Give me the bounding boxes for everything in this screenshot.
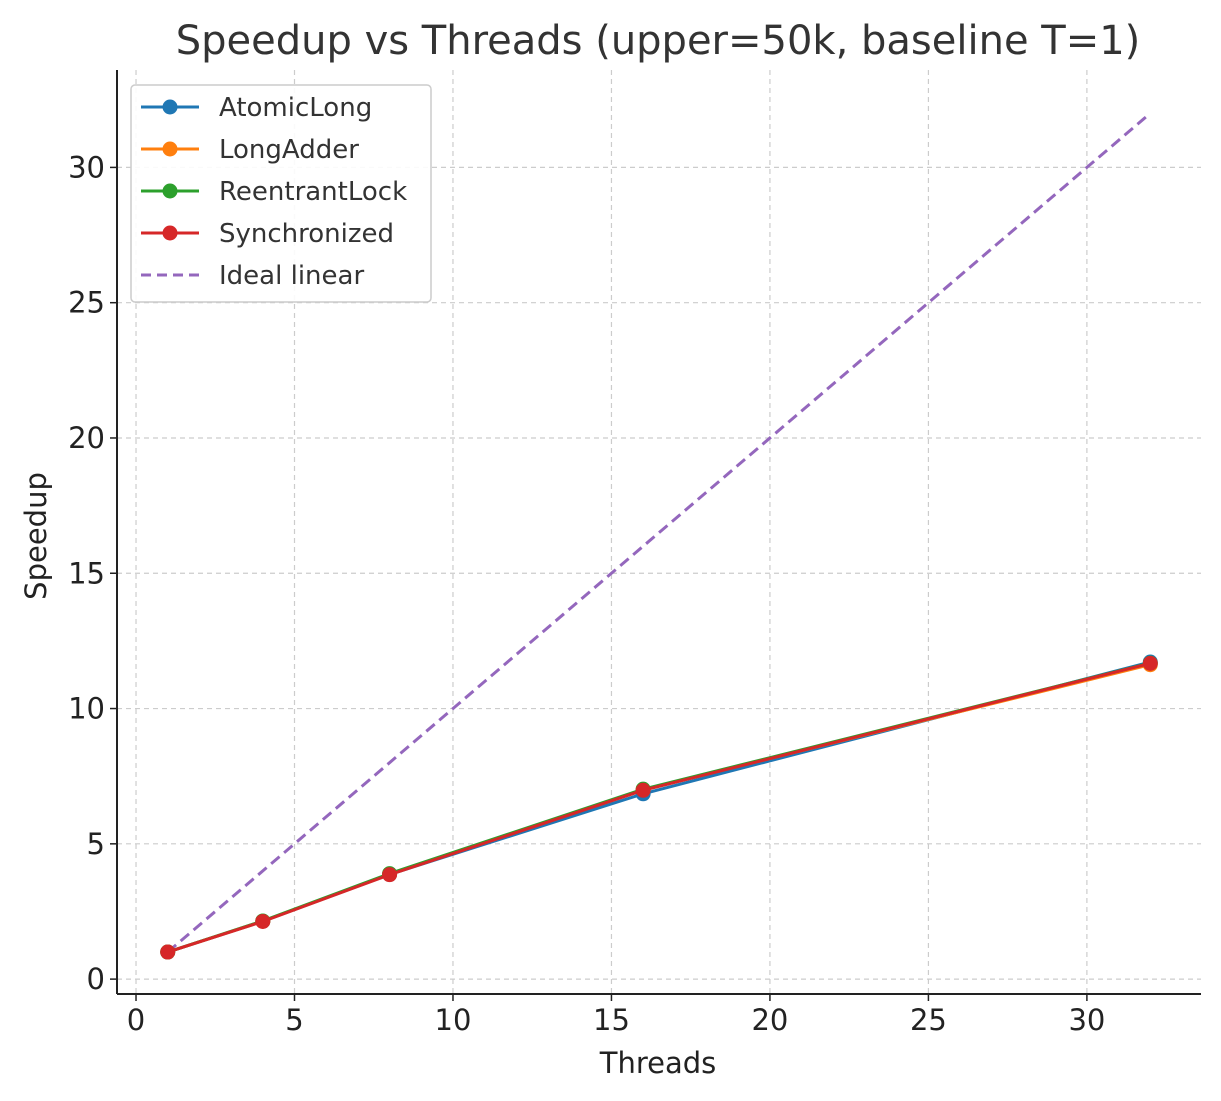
y-tick-label: 15 bbox=[68, 556, 105, 590]
y-tick-label: 20 bbox=[68, 421, 105, 455]
data-point-synchronized bbox=[255, 913, 271, 929]
legend-label-reentrantlock: ReentrantLock bbox=[219, 177, 407, 207]
series-line-reentrantlock bbox=[167, 661, 1151, 954]
series-layer bbox=[160, 112, 1158, 960]
ticks: 0 5 10 15 20 25 30 0 5 10 15 20 25 30 bbox=[68, 150, 1105, 1037]
legend-label-ideal-linear: Ideal linear bbox=[219, 261, 364, 291]
legend: AtomicLong LongAdder ReentrantLock Synchron… bbox=[130, 84, 432, 303]
x-tick-label: 25 bbox=[910, 1003, 947, 1037]
series-line-atomiclong bbox=[167, 660, 1151, 954]
x-tick-label: 5 bbox=[285, 1003, 303, 1037]
grid bbox=[117, 70, 1201, 994]
chart-title: Speedup vs Threads (upper=50k, baseline … bbox=[176, 18, 1141, 64]
x-tick-label: 0 bbox=[127, 1003, 145, 1037]
data-point-synchronized bbox=[160, 944, 176, 960]
legend-label-synchronized: Synchronized bbox=[219, 219, 394, 249]
legend-box bbox=[130, 84, 432, 303]
y-tick-label: 10 bbox=[68, 692, 105, 726]
data-point-synchronized bbox=[382, 867, 398, 883]
series-line-longadder bbox=[167, 663, 1151, 954]
legend-label-atomiclong: AtomicLong bbox=[219, 93, 372, 123]
ideal-linear-line bbox=[166, 112, 1152, 954]
series-line-synchronized bbox=[167, 661, 1151, 954]
data-point-synchronized bbox=[1142, 655, 1158, 671]
data-point-synchronized bbox=[635, 782, 651, 798]
x-tick-label: 20 bbox=[751, 1003, 788, 1037]
legend-marker-reentrantlock bbox=[162, 183, 178, 199]
y-axis-label: Speedup bbox=[19, 472, 53, 600]
axes bbox=[116, 70, 1201, 995]
legend-label-longadder: LongAdder bbox=[219, 135, 359, 165]
legend-marker-atomiclong bbox=[162, 99, 178, 115]
y-tick-label: 25 bbox=[68, 286, 105, 320]
y-tick-label: 0 bbox=[87, 962, 105, 996]
y-tick-label: 30 bbox=[68, 150, 105, 184]
x-tick-label: 10 bbox=[435, 1003, 472, 1037]
y-tick-label: 5 bbox=[87, 827, 105, 861]
x-tick-label: 15 bbox=[593, 1003, 630, 1037]
x-axis-label: Threads bbox=[599, 1046, 717, 1080]
legend-marker-synchronized bbox=[162, 225, 178, 241]
x-tick-label: 30 bbox=[1068, 1003, 1105, 1037]
legend-marker-longadder bbox=[162, 141, 178, 157]
